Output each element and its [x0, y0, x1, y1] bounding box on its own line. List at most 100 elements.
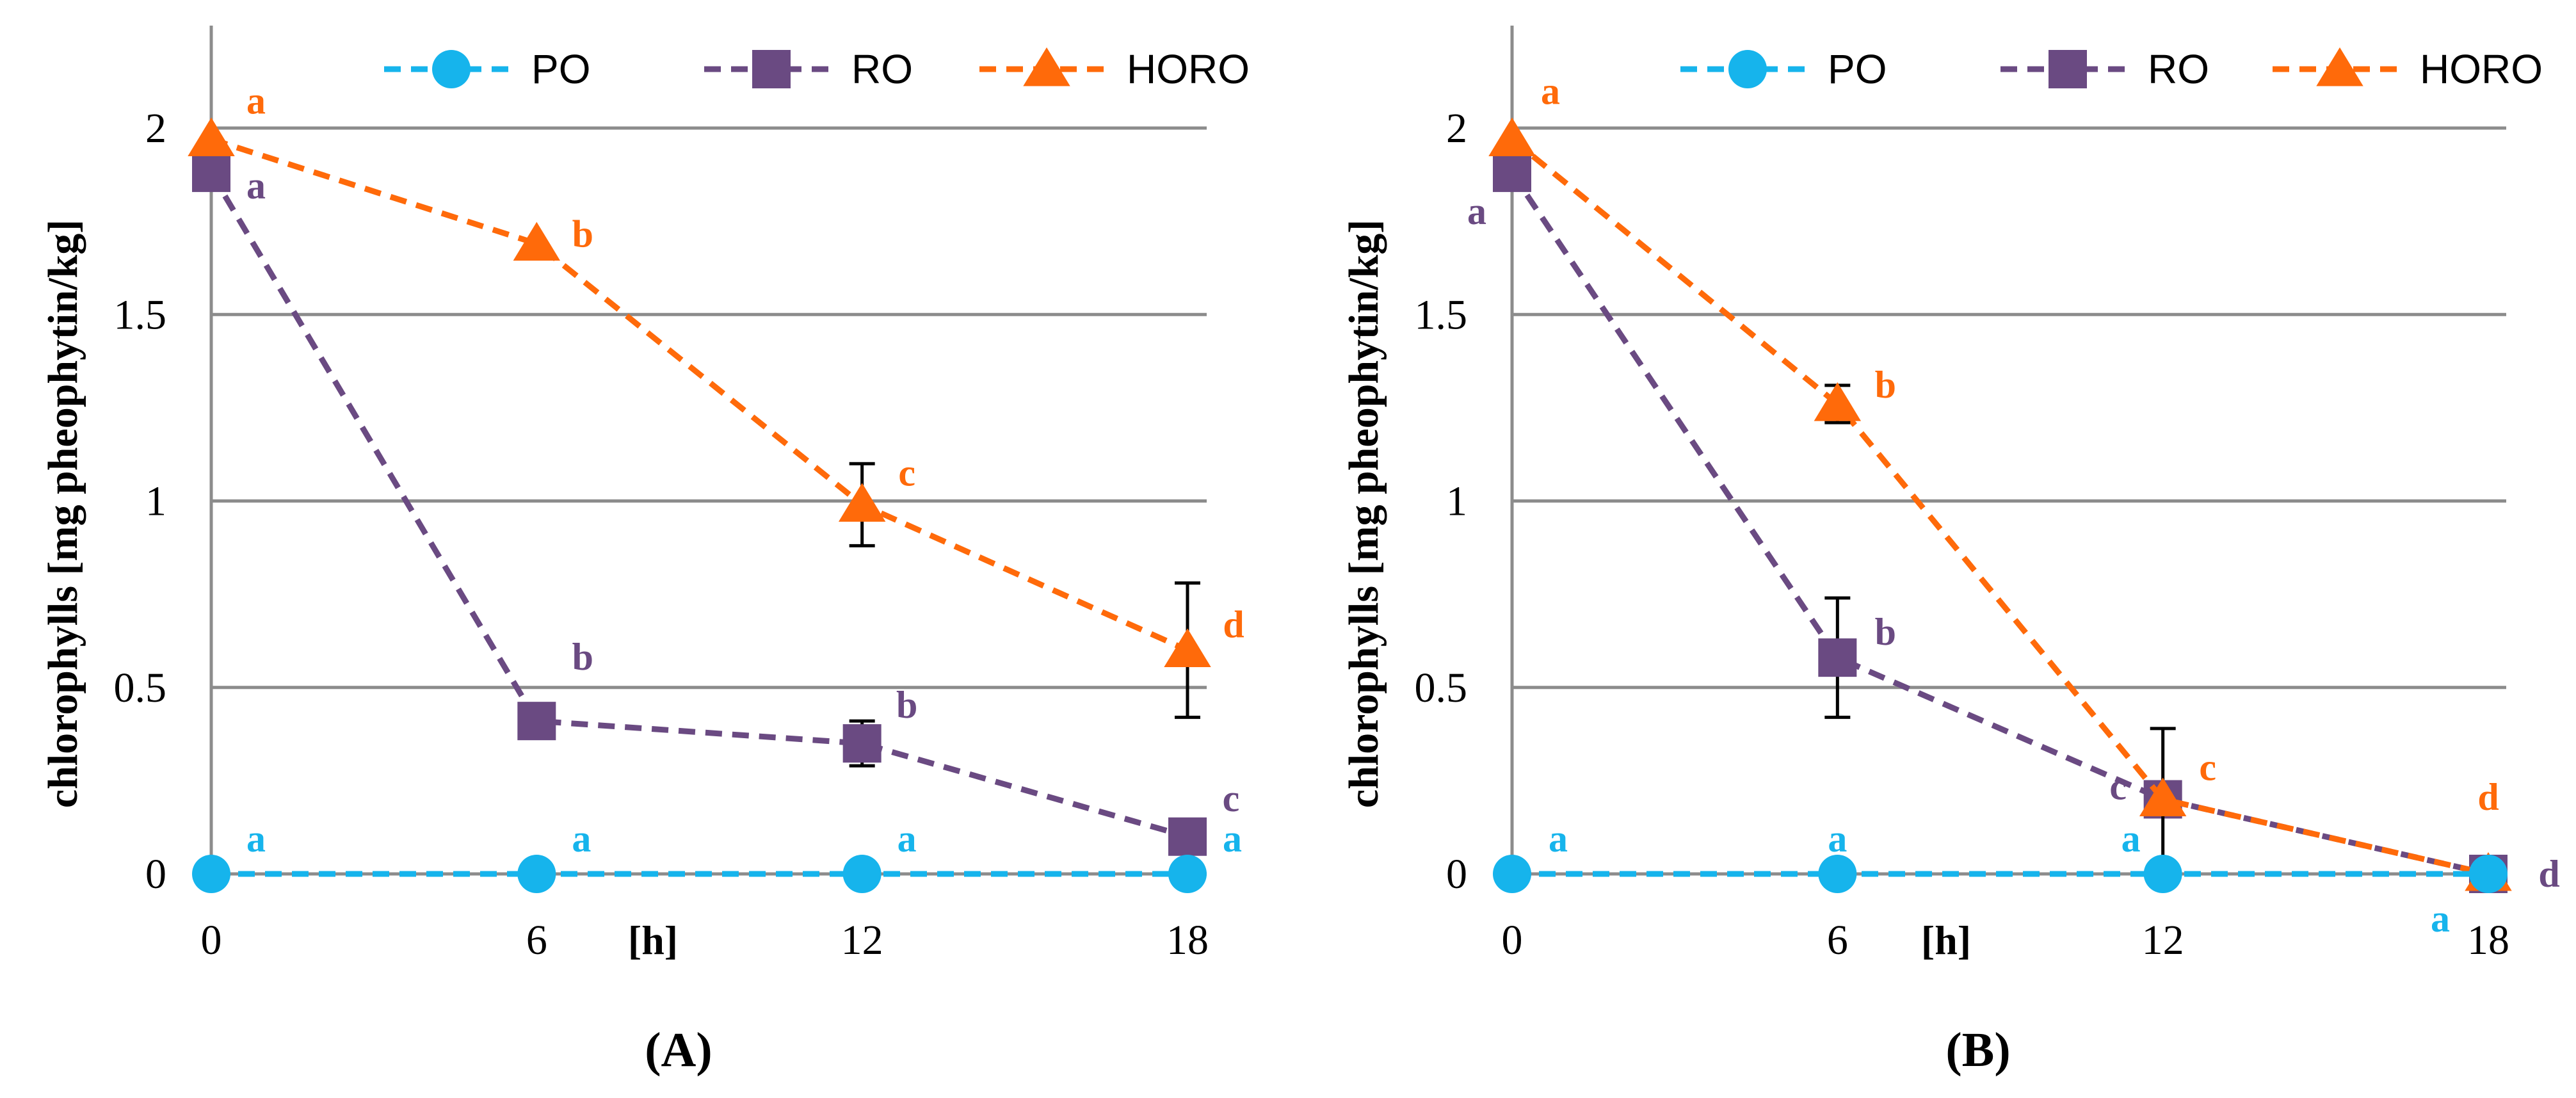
- data-point-po: [1493, 855, 1531, 893]
- legend-item-ro: RO: [2000, 46, 2209, 92]
- series-horo: a b c d: [188, 79, 1244, 719]
- significance-letter: a: [1467, 190, 1486, 232]
- data-point-ro: [1168, 817, 1207, 856]
- significance-letter: d: [2538, 853, 2559, 895]
- significance-letter: a: [246, 818, 266, 860]
- data-point-po: [517, 855, 556, 893]
- significance-letter: b: [572, 213, 593, 255]
- y-tick-label: 0.5: [1415, 665, 1468, 711]
- y-tick-label: 2: [1446, 105, 1467, 152]
- x-tick-label: 18: [1166, 917, 1209, 964]
- significance-letter: c: [898, 451, 915, 494]
- series-line-horo: [1510, 136, 2490, 877]
- x-tick-label: 12: [2142, 917, 2184, 964]
- legend-label: RO: [2148, 46, 2209, 92]
- data-point-horo: [2139, 777, 2187, 817]
- y-tick-label: 1.5: [1415, 291, 1468, 338]
- series-ro: a b c d: [1467, 153, 2560, 895]
- significance-letter: d: [2477, 776, 2499, 818]
- significance-letter: a: [1549, 818, 1568, 860]
- chart-panel-b: 0 0.5 1 1.5 2 0 6 12 18 [h] chlorophylls [mg pheop…: [1340, 26, 2560, 1077]
- data-point-horo: [1488, 117, 1536, 156]
- legend: PO RO HORO: [384, 46, 1250, 92]
- significance-letter: c: [1223, 777, 1240, 819]
- series-line-horo: [210, 136, 1189, 653]
- legend-item-horo: HORO: [2273, 46, 2543, 92]
- series-line-ro: [1509, 171, 2490, 877]
- panel-label: (A): [645, 1023, 712, 1077]
- y-axis-label: chlorophylls [mg pheophytin/kg]: [1340, 220, 1387, 808]
- significance-letter: a: [2121, 818, 2141, 860]
- legend-item-po: PO: [1680, 46, 1887, 92]
- legend-label: PO: [531, 46, 590, 92]
- data-point-po: [2469, 855, 2508, 893]
- x-axis-unit: [h]: [1921, 917, 1971, 963]
- data-point-po: [2143, 855, 2182, 893]
- legend-label: HORO: [2420, 46, 2543, 92]
- x-axis-unit: [h]: [628, 917, 678, 963]
- significance-letter: a: [246, 165, 266, 207]
- x-tick-label: 0: [1502, 917, 1523, 964]
- legend-marker-horo: [1023, 47, 1070, 86]
- y-tick-label: 0.5: [114, 665, 167, 711]
- significance-letter: b: [1875, 611, 1896, 653]
- significance-letter: b: [896, 684, 917, 726]
- data-point-ro: [192, 153, 230, 192]
- legend-item-po: PO: [384, 46, 590, 92]
- panel-label: (B): [1945, 1023, 2010, 1077]
- data-point-po: [1818, 855, 1857, 893]
- y-tick-label: 2: [145, 105, 166, 152]
- data-point-po: [1168, 855, 1207, 893]
- significance-letter: d: [1223, 604, 1244, 646]
- data-point-ro: [1818, 638, 1857, 677]
- data-point-horo: [1814, 382, 1862, 421]
- x-tick-label: 18: [2467, 917, 2509, 964]
- x-tick-label: 12: [841, 917, 883, 964]
- legend-item-ro: RO: [704, 46, 913, 92]
- significance-letter: c: [2109, 766, 2127, 808]
- significance-letter: b: [572, 636, 593, 678]
- x-tick-label: 6: [526, 917, 547, 964]
- data-point-horo: [838, 483, 886, 522]
- legend-item-horo: HORO: [979, 46, 1250, 92]
- data-point-po: [842, 855, 881, 893]
- legend-marker-horo: [2316, 47, 2363, 86]
- legend-marker-ro: [2049, 50, 2087, 88]
- legend-marker-po: [1728, 50, 1767, 88]
- y-tick-label: 1: [1446, 478, 1467, 525]
- significance-letter: a: [1828, 818, 1847, 860]
- x-tick-label: 0: [201, 917, 222, 964]
- y-tick-label: 1: [145, 478, 166, 525]
- data-point-po: [192, 855, 230, 893]
- significance-letter: a: [2431, 898, 2450, 940]
- x-tick-label: 6: [1827, 917, 1848, 964]
- data-point-horo: [1164, 628, 1211, 668]
- legend: PO RO HORO: [1680, 46, 2543, 92]
- data-point-ro: [842, 724, 881, 763]
- legend-marker-po: [432, 50, 471, 88]
- significance-letter: a: [898, 818, 917, 860]
- data-point-ro: [1493, 153, 1531, 192]
- significance-letter: a: [246, 79, 266, 122]
- significance-letter: c: [2199, 747, 2216, 789]
- y-tick-label: 1.5: [114, 291, 167, 338]
- series-ro: a b b c: [192, 153, 1240, 856]
- series-line-ro: [209, 171, 1189, 840]
- series-horo: a b c d: [1488, 70, 2512, 891]
- significance-letter: b: [1875, 364, 1896, 406]
- y-tick-label: 0: [1446, 851, 1467, 898]
- significance-letter: a: [572, 818, 591, 860]
- chart-panel-a: 0 0.5 1 1.5 2 0 6 12 18 [h] chlorophylls [mg pheop…: [40, 26, 1250, 1077]
- significance-letter: a: [1223, 818, 1242, 860]
- data-point-ro: [517, 702, 556, 741]
- legend-label: PO: [1828, 46, 1887, 92]
- legend-label: HORO: [1127, 46, 1250, 92]
- y-axis-label: chlorophylls [mg pheophytin/kg]: [40, 220, 86, 808]
- series-po: a a a a: [1493, 818, 2508, 940]
- legend-label: RO: [851, 46, 913, 92]
- significance-letter: a: [1541, 70, 1560, 112]
- y-tick-label: 0: [145, 851, 166, 898]
- data-point-horo: [513, 222, 561, 261]
